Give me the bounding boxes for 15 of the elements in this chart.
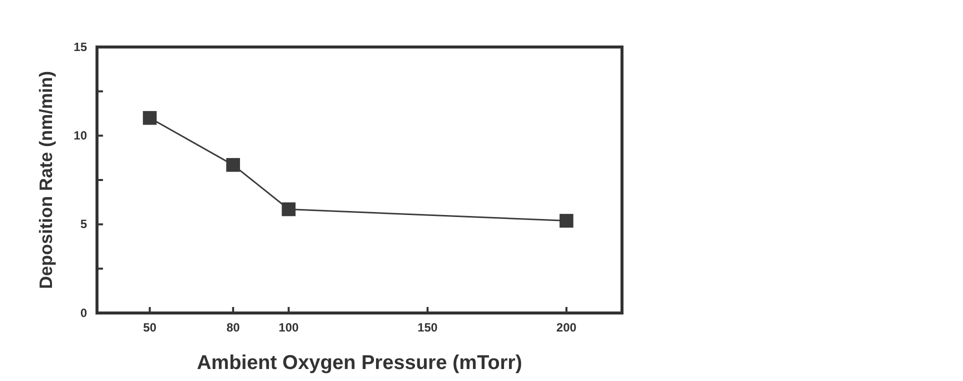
point	[282, 202, 296, 216]
x-tick-label: 80	[226, 320, 240, 335]
y-tick-label: 0	[80, 306, 88, 320]
y-tick-label: 5	[80, 217, 88, 232]
point	[560, 214, 574, 228]
y-tick-label: 15	[74, 40, 88, 54]
x-tick-label: 50	[143, 320, 157, 335]
y-tick-label: 10	[74, 128, 88, 143]
y-axis-title: Deposition Rate (nm/min)	[36, 70, 56, 290]
x-axis-title: Ambient Oxygen Pressure (mTorr)	[196, 352, 522, 374]
x-tick-label: 100	[278, 320, 299, 335]
point	[142, 111, 157, 125]
x-tick-label: 200	[556, 320, 577, 335]
x-tick-label: 150	[418, 320, 438, 335]
point	[226, 158, 240, 172]
